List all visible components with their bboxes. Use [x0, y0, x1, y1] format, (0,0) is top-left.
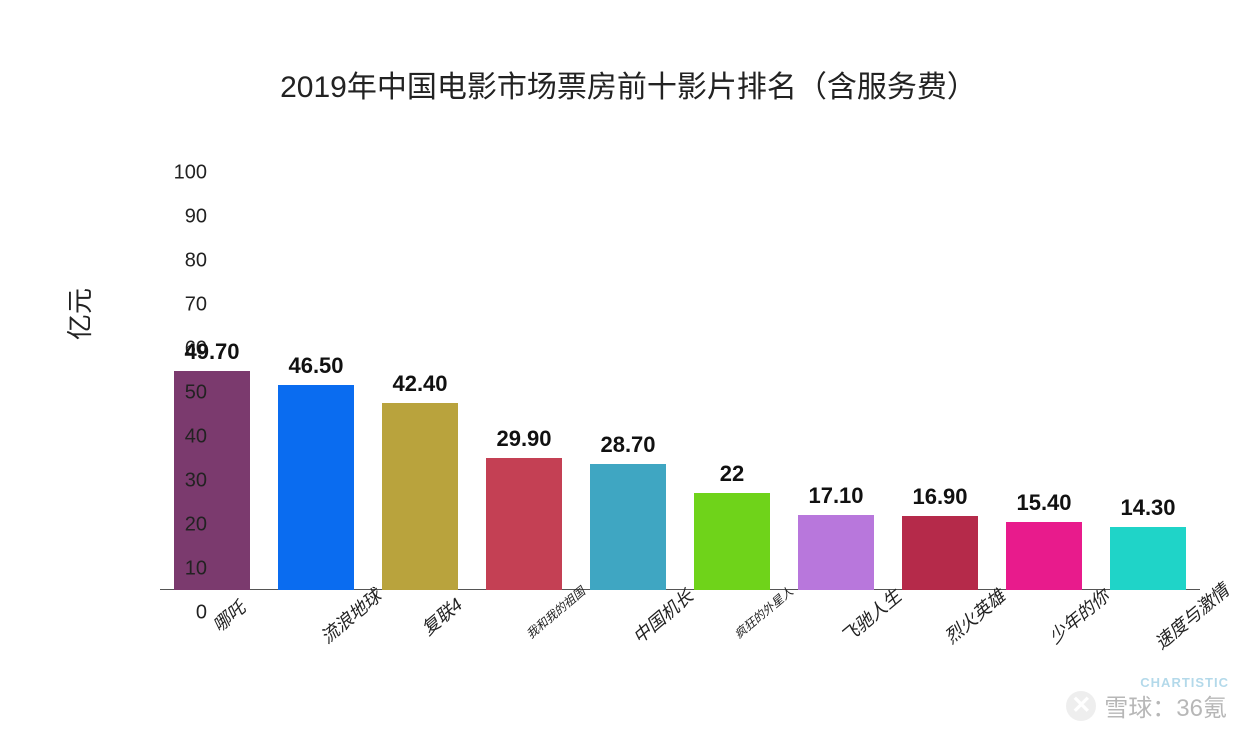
bar-value-label: 29.90 [474, 426, 574, 452]
bar-chart: 2019年中国电影市场票房前十影片排名（含服务费） 亿元 CHARTISTIC … [0, 0, 1257, 748]
ytick-label: 50 [185, 382, 207, 405]
bar [590, 464, 667, 590]
bar [278, 385, 355, 590]
xtick-label: 飞驰人生 [834, 583, 906, 649]
watermark-icon: ✕ [1066, 691, 1096, 721]
bar [798, 515, 875, 590]
xtick-label: 烈火英雄 [938, 583, 1010, 649]
ytick-label: 90 [185, 206, 207, 229]
xtick-label: 少年的你 [1042, 583, 1114, 649]
ytick-label: 30 [185, 470, 207, 493]
ytick-label: 10 [185, 558, 207, 581]
bar [486, 458, 563, 590]
bar [1006, 522, 1083, 590]
bar [382, 403, 459, 590]
bar-value-label: 15.40 [994, 490, 1094, 516]
bar [694, 493, 771, 590]
xtick-label: 我和我的祖国 [522, 583, 588, 642]
source-watermark: ✕ 雪球：36氪 [1066, 688, 1227, 723]
xtick-label: 哪吒 [206, 594, 250, 637]
xtick-label: 疯狂的外星人 [730, 583, 796, 642]
ytick-label: 0 [196, 602, 207, 625]
bar-value-label: 28.70 [578, 432, 678, 458]
bar-value-label: 16.90 [890, 484, 990, 510]
ytick-label: 40 [185, 426, 207, 449]
ytick-label: 70 [185, 294, 207, 317]
bar-value-label: 49.70 [162, 339, 262, 365]
xtick-label: 流浪地球 [314, 583, 386, 649]
bar-value-label: 14.30 [1098, 495, 1198, 521]
bar-value-label: 46.50 [266, 353, 366, 379]
bar-value-label: 22 [682, 461, 782, 487]
ytick-label: 20 [185, 514, 207, 537]
y-axis-label: 亿元 [60, 288, 97, 340]
ytick-label: 80 [185, 250, 207, 273]
bar [1110, 527, 1187, 590]
bar-value-label: 42.40 [370, 371, 470, 397]
chart-title: 2019年中国电影市场票房前十影片排名（含服务费） [0, 62, 1257, 106]
bar-value-label: 17.10 [786, 483, 886, 509]
xtick-label: 中国机长 [626, 583, 698, 649]
ytick-label: 100 [174, 162, 207, 185]
watermark-text: 雪球：36氪 [1104, 688, 1227, 723]
bar [902, 516, 979, 590]
xtick-label: 复联4 [415, 591, 467, 640]
